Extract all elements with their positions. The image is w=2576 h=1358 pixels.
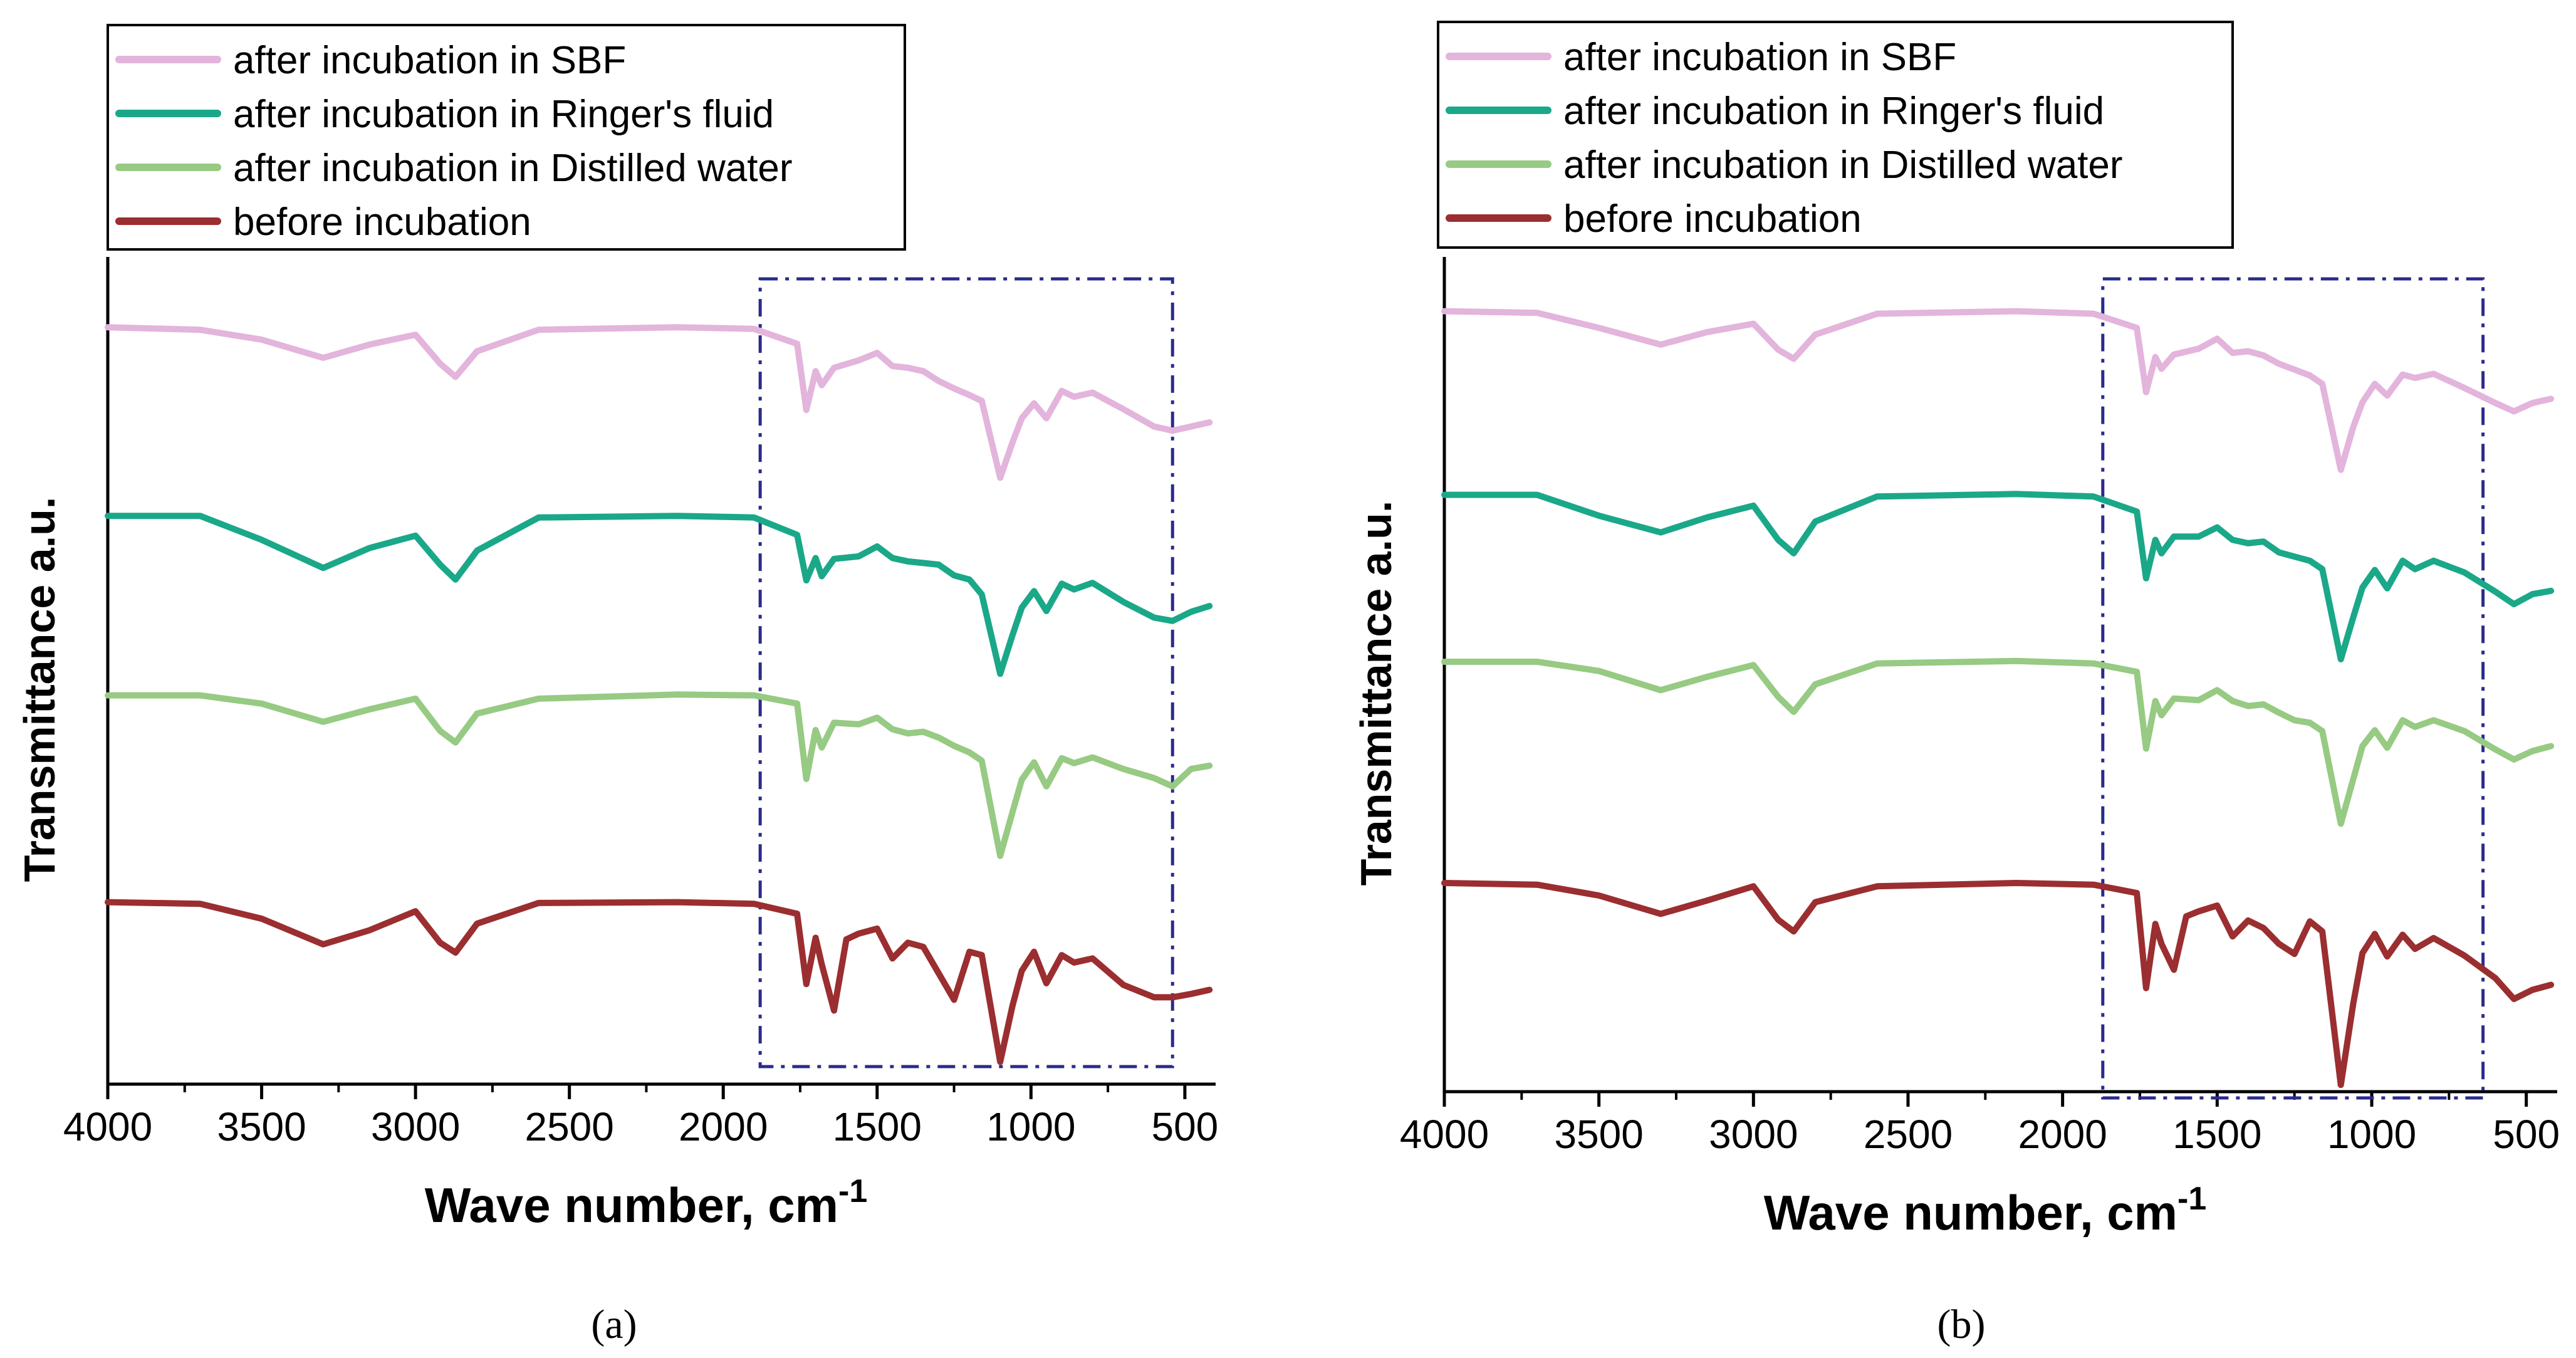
chart-b-legend-label-before-incubation: before incubation xyxy=(1563,197,1862,241)
chart-a-highlight-box xyxy=(758,277,1174,1068)
chart-b-x-label: Wave number, cm-1 xyxy=(1764,1181,2207,1240)
chart-b-y-label: Transmittance a.u. xyxy=(1352,501,1400,886)
chart-a-x-label-text: Wave number, cm xyxy=(425,1178,838,1233)
chart-a-x-label-superscript: -1 xyxy=(838,1173,867,1209)
chart-b-x-tick-label-1000: 1000 xyxy=(2327,1112,2416,1157)
chart-a-x-tick-label-2000: 2000 xyxy=(679,1104,768,1149)
chart-a-x-tick-label-1000: 1000 xyxy=(986,1104,1075,1149)
chart-a-x-tick-label-4000: 4000 xyxy=(63,1104,152,1149)
chart-b-series-after-incubation-in-distilled-water xyxy=(1441,657,2555,827)
chart-b-highlight-box xyxy=(2101,277,2485,1100)
chart-b-series-before-incubation xyxy=(1441,880,2555,1089)
chart-a-legend-label-after-incubation-in-sbf: after incubation in SBF xyxy=(233,39,626,82)
chart-b-series-after-incubation-in-sbf xyxy=(1441,308,2555,473)
chart-b-x-tick-label-1500: 1500 xyxy=(2172,1112,2261,1157)
chart-b-x-tick-label-2000: 2000 xyxy=(2018,1112,2107,1157)
chart-a-x-tick-label-500: 500 xyxy=(1151,1104,1218,1149)
chart-a-x-tick-label-2500: 2500 xyxy=(524,1104,613,1149)
chart-a-series-after-incubation-in-distilled-water xyxy=(105,691,1213,859)
panel-a: 4000 3500 3000 2500 2000 1500 1000 500 after inc… xyxy=(15,24,1218,1347)
chart-b-x-tick-label-2500: 2500 xyxy=(1864,1112,1953,1157)
chart-a-x-tick-label-3000: 3000 xyxy=(371,1104,460,1149)
chart-a-legend-label-after-incubation-in-ringer-s-fluid: after incubation in Ringer's fluid xyxy=(233,93,774,136)
chart-b-legend xyxy=(1437,21,2234,249)
chart-a-series-after-incubation-in-ringer-s-fluid xyxy=(105,513,1213,677)
chart-b-legend-label-after-incubation-in-distilled-water: after incubation in Distilled water xyxy=(1563,144,2123,187)
panel-b: 4000 3500 3000 2500 2000 1500 1000 500 after inc… xyxy=(1352,21,2560,1347)
chart-b-x-tick-label-500: 500 xyxy=(2493,1112,2560,1157)
chart-a-y-label: Transmittance a.u. xyxy=(15,497,64,882)
chart-b-x-tick-label-3000: 3000 xyxy=(1709,1112,1798,1157)
chart-a-x-label: Wave number, cm-1 xyxy=(425,1173,868,1233)
chart-a-x-tick-label-3500: 3500 xyxy=(217,1104,306,1149)
chart-a-panel-label: (a) xyxy=(591,1302,637,1347)
chart-a-legend-label-after-incubation-in-distilled-water: after incubation in Distilled water xyxy=(233,147,793,190)
chart-b-legend-label-after-incubation-in-sbf: after incubation in SBF xyxy=(1563,36,1956,79)
chart-a-series-after-incubation-in-sbf xyxy=(105,324,1213,481)
chart-b-series-after-incubation-in-ringer-s-fluid xyxy=(1441,491,2555,662)
chart-b-x-label-text: Wave number, cm xyxy=(1764,1185,2177,1240)
chart-b-x-tick-label-4000: 4000 xyxy=(1400,1112,1489,1157)
chart-a-series-before-incubation xyxy=(105,899,1213,1065)
chart-b-panel-label: (b) xyxy=(1937,1302,1986,1347)
chart-a-legend-label-before-incubation: before incubation xyxy=(233,201,531,244)
chart-b-x-tick-label-3500: 3500 xyxy=(1554,1112,1643,1157)
chart-a-x-tick-label-1500: 1500 xyxy=(833,1104,922,1149)
chart-b-legend-label-after-incubation-in-ringer-s-fluid: after incubation in Ringer's fluid xyxy=(1563,90,2104,133)
chart-a-legend xyxy=(107,24,906,251)
chart-b-x-label-superscript: -1 xyxy=(2177,1181,2206,1217)
